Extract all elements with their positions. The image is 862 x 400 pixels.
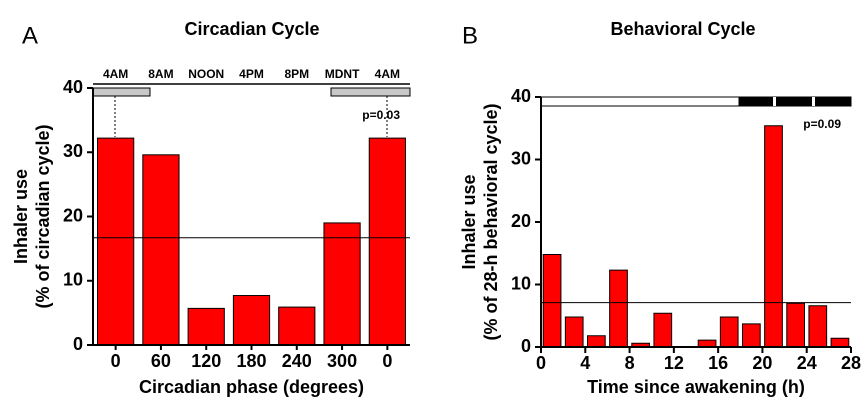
annotation: p=0.03 xyxy=(362,108,400,122)
top-label: MDNT xyxy=(325,67,360,81)
bar xyxy=(653,312,673,348)
y-tick-label: 0 xyxy=(521,336,531,356)
x-tick-label: 24 xyxy=(797,353,817,373)
x-tick-label: 0 xyxy=(111,351,121,371)
panel-letter: B xyxy=(462,22,478,49)
bar xyxy=(278,306,316,346)
light-bar xyxy=(92,87,151,97)
sleep-gap xyxy=(812,97,815,106)
x-tick-label: 4 xyxy=(580,353,590,373)
y-axis-label: Inhaler use xyxy=(459,174,479,269)
top-label: 4AM xyxy=(103,67,128,81)
y-axis-label: (% of 28-h behavioral cycle) xyxy=(481,103,501,340)
sleep-bar xyxy=(738,96,852,107)
bar xyxy=(187,307,225,346)
panel-letter: A xyxy=(22,22,38,49)
bar xyxy=(786,302,805,348)
top-label: NOON xyxy=(188,67,224,81)
bar xyxy=(808,305,828,348)
annotation: p=0.09 xyxy=(803,117,841,131)
top-label: 8PM xyxy=(284,67,309,81)
bar xyxy=(368,137,406,346)
bar xyxy=(564,316,584,348)
y-tick-label: 40 xyxy=(511,86,531,106)
top-label: 4PM xyxy=(239,67,264,81)
bar xyxy=(97,137,135,346)
y-tick-label: 20 xyxy=(511,211,531,231)
top-label: 4AM xyxy=(375,67,400,81)
y-tick-label: 40 xyxy=(63,77,83,97)
top-label: 8AM xyxy=(148,67,173,81)
bar xyxy=(764,125,783,348)
x-tick-label: 16 xyxy=(708,353,728,373)
y-axis-label: (% of circadian cycle) xyxy=(33,124,53,308)
y-tick-label: 10 xyxy=(511,273,531,293)
chart-title: Circadian Cycle xyxy=(184,19,319,39)
y-axis-label: Inhaler use xyxy=(11,169,31,264)
x-axis-label: Circadian phase (degrees) xyxy=(139,377,364,397)
x-tick-label: 180 xyxy=(236,351,266,371)
x-axis-label: Time since awakening (h) xyxy=(587,377,805,397)
bar xyxy=(232,295,271,346)
light-bar xyxy=(330,87,411,97)
x-tick-label: 60 xyxy=(151,351,171,371)
y-tick-label: 30 xyxy=(63,141,83,161)
y-tick-label: 20 xyxy=(63,205,83,225)
y-tick-label: 10 xyxy=(63,270,83,290)
y-tick-label: 0 xyxy=(73,334,83,354)
chart-title: Behavioral Cycle xyxy=(610,19,755,39)
bar xyxy=(323,222,361,346)
bar xyxy=(830,337,850,348)
x-tick-label: 28 xyxy=(841,353,861,373)
wake-bar xyxy=(540,96,740,107)
y-tick-label: 30 xyxy=(511,148,531,168)
bar xyxy=(542,254,562,348)
bar xyxy=(609,269,628,348)
x-tick-label: 8 xyxy=(625,353,635,373)
x-tick-label: 0 xyxy=(536,353,546,373)
bar xyxy=(587,335,606,348)
bar xyxy=(142,154,180,346)
bar xyxy=(697,339,717,348)
x-tick-label: 300 xyxy=(327,351,357,371)
x-tick-label: 12 xyxy=(664,353,684,373)
x-tick-label: 240 xyxy=(282,351,312,371)
bar xyxy=(742,323,761,348)
x-tick-label: 120 xyxy=(191,351,221,371)
bar xyxy=(719,316,739,348)
x-tick-label: 0 xyxy=(382,351,392,371)
sleep-gap xyxy=(773,97,776,106)
x-tick-label: 20 xyxy=(752,353,772,373)
